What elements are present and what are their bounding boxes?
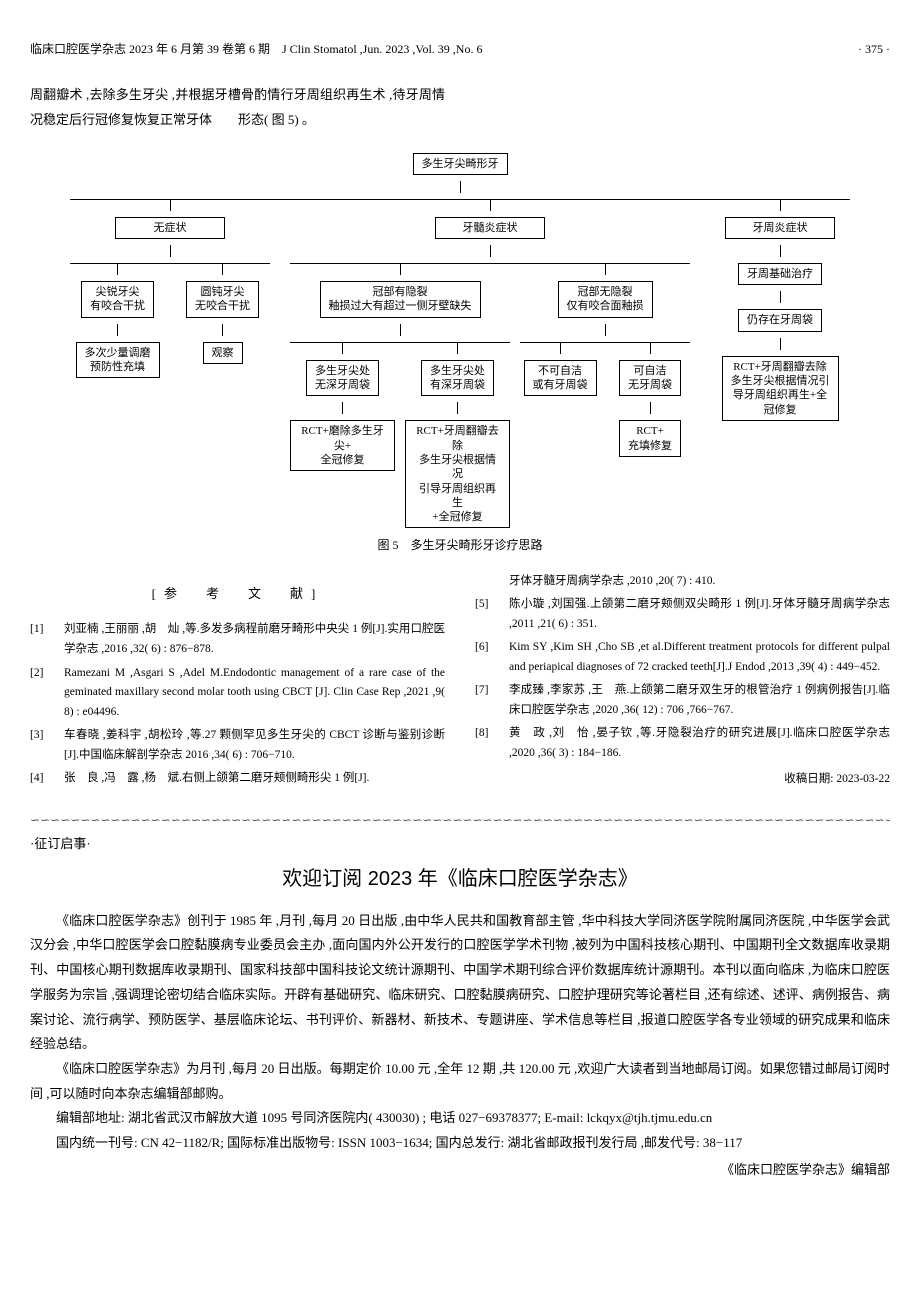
ref-2: [2]Ramezani M ,Asgari S ,Adel M.Endodont…: [30, 664, 445, 723]
fc-b2: 冠部无隐裂 仅有咬合面釉损: [558, 281, 653, 318]
wave-divider: ∽∽∽∽∽∽∽∽∽∽∽∽∽∽∽∽∽∽∽∽∽∽∽∽∽∽∽∽∽∽∽∽∽∽∽∽∽∽∽∽…: [30, 811, 890, 830]
references-heading: [参 考 文 献]: [30, 584, 445, 605]
notice-p2: 《临床口腔医学杂志》为月刊 ,每月 20 日出版。每期定价 10.00 元 ,全…: [30, 1057, 890, 1106]
fc-b22-leaf: RCT+ 充填修复: [619, 420, 681, 457]
references-section: [参 考 文 献] [1]刘亚楠 ,王丽丽 ,胡 灿 ,等.多发多病程前磨牙畸形…: [30, 572, 890, 793]
running-header: 临床口腔医学杂志 2023 年 6 月第 39 卷第 6 期 J Clin St…: [30, 40, 890, 63]
ref-7: [7]李成臻 ,李家苏 ,王 燕.上颌第二磨牙双生牙的根管治疗 1 例病例报告[…: [475, 681, 890, 720]
fc-b21: 不可自洁 或有牙周袋: [524, 360, 597, 397]
ref-8: [8]黄 政 ,刘 怡 ,晏子钦 ,等.牙隐裂治疗的研究进展[J].临床口腔医学…: [475, 724, 890, 763]
received-date: 收稿日期: 2023-03-22: [475, 770, 890, 788]
notice-p1: 《临床口腔医学杂志》创刊于 1985 年 ,月刊 ,每月 20 日出版 ,由中华…: [30, 909, 890, 1057]
ref-5: [5]陈小璇 ,刘国强.上颌第二磨牙颊侧双尖畸形 1 例[J].牙体牙髓牙周病学…: [475, 595, 890, 634]
ref-1: [1]刘亚楠 ,王丽丽 ,胡 灿 ,等.多发多病程前磨牙畸形中央尖 1 例[J]…: [30, 620, 445, 659]
fc-b12: 多生牙尖处 有深牙周袋: [421, 360, 494, 397]
fc-c2: 仍存在牙周袋: [738, 309, 822, 331]
page-number: · 375 ·: [858, 40, 890, 59]
fc-c-leaf: RCT+牙周翻瓣去除 多生牙尖根据情况引 导牙周组织再生+全 冠修复: [722, 356, 839, 421]
notice-tag: ·征订启事·: [30, 834, 890, 855]
header-left: 临床口腔医学杂志 2023 年 6 月第 39 卷第 6 期 J Clin St…: [30, 40, 482, 59]
fc-a1-leaf: 多次少量调磨 预防性充填: [76, 342, 160, 379]
figure-5-caption: 图 5 多生牙尖畸形牙诊疗思路: [30, 536, 890, 555]
notice-signature: 《临床口腔医学杂志》编辑部: [30, 1160, 890, 1181]
fc-b1: 冠部有隐裂 釉损过大有超过一侧牙壁缺失: [320, 281, 481, 318]
fc-root: 多生牙尖畸形牙: [413, 153, 508, 175]
fc-b11: 多生牙尖处 无深牙周袋: [306, 360, 379, 397]
notice-p3: 编辑部地址: 湖北省武汉市解放大道 1095 号同济医院内( 430030) ;…: [30, 1106, 890, 1131]
flowchart-figure-5: 多生牙尖畸形牙 无症状 尖锐牙尖 有咬合干扰 多次少量调磨 预防性充填 圆钝牙尖…: [30, 153, 890, 529]
fc-l1-b: 牙髓炎症状: [435, 217, 545, 239]
intro-paragraph: 周翻瓣术 ,去除多生牙尖 ,并根据牙槽骨酌情行牙周组织再生术 ,待牙周情况稳定后…: [30, 83, 890, 132]
fc-l1-a: 无症状: [115, 217, 225, 239]
notice-body: 《临床口腔医学杂志》创刊于 1985 年 ,月刊 ,每月 20 日出版 ,由中华…: [30, 909, 890, 1156]
fc-l1-c: 牙周炎症状: [725, 217, 835, 239]
fc-a2: 圆钝牙尖 无咬合干扰: [186, 281, 259, 318]
notice-p4: 国内统一刊号: CN 42−1182/R; 国际标准出版物号: ISSN 100…: [30, 1131, 890, 1156]
ref-4-cont: 牙体牙髓牙周病学杂志 ,2010 ,20( 7) : 410.: [475, 572, 890, 592]
ref-3: [3]车春晓 ,姜科宇 ,胡松玲 ,等.27 颗侧罕见多生牙尖的 CBCT 诊断…: [30, 726, 445, 765]
fc-b12-leaf: RCT+牙周翻瓣去除 多生牙尖根据情况 引导牙周组织再生 +全冠修复: [405, 420, 510, 528]
fc-b11-leaf: RCT+磨除多生牙尖+ 全冠修复: [290, 420, 395, 471]
ref-4: [4]张 良 ,冯 露 ,杨 斌.右侧上颌第二磨牙颊侧畸形尖 1 例[J].: [30, 769, 445, 789]
fc-a1: 尖锐牙尖 有咬合干扰: [81, 281, 154, 318]
ref-6: [6]Kim SY ,Kim SH ,Cho SB ,et al.Differe…: [475, 638, 890, 677]
fc-c1: 牙周基础治疗: [738, 263, 822, 285]
fc-b22: 可自洁 无牙周袋: [619, 360, 681, 397]
notice-title: 欢迎订阅 2023 年《临床口腔医学杂志》: [30, 863, 890, 895]
fc-a2-leaf: 观察: [203, 342, 243, 364]
